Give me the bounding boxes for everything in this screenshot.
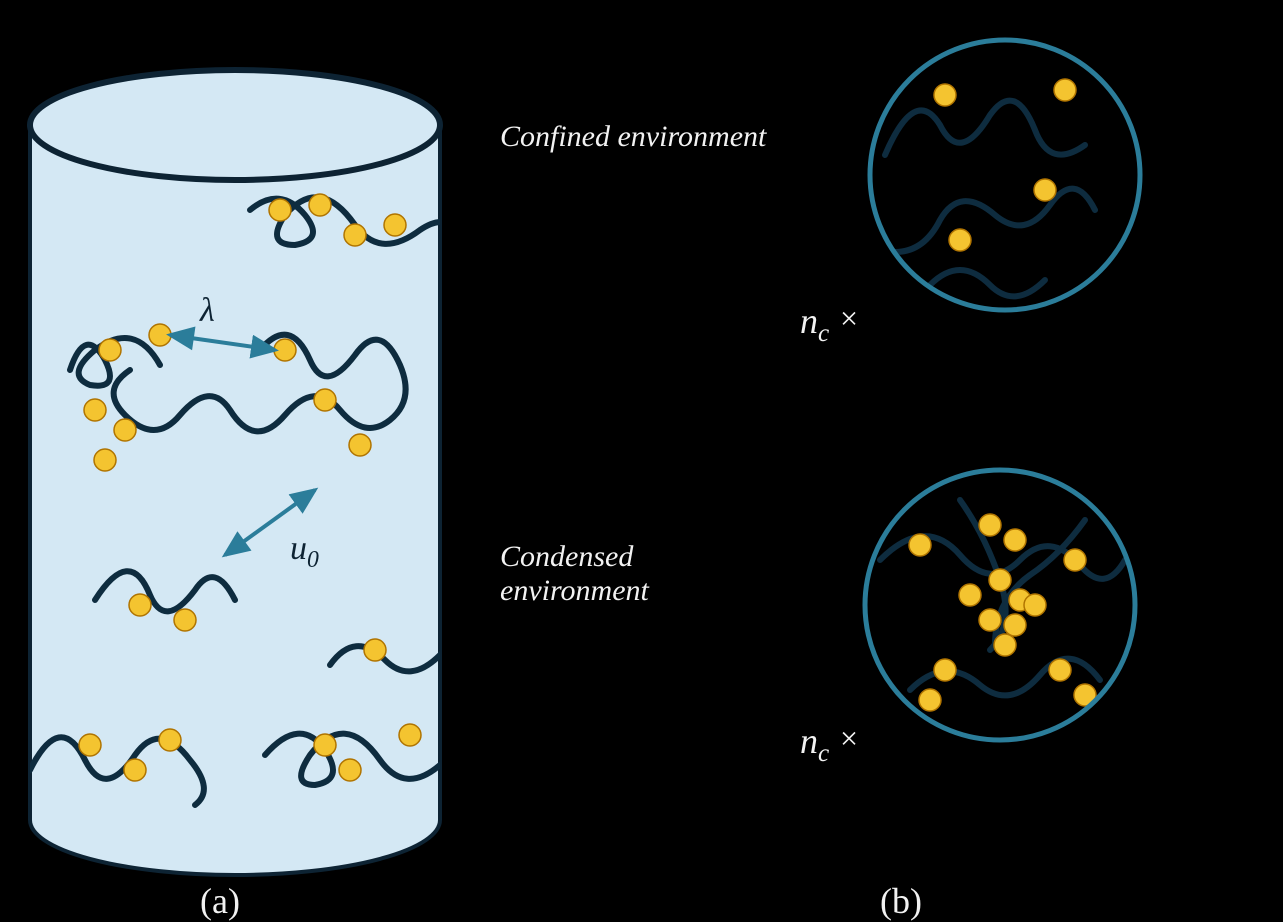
u0-label: u0 xyxy=(290,530,319,574)
nc-condensed-label: nc xyxy=(800,720,829,768)
sticker-dot xyxy=(1024,594,1046,616)
sticker-dot xyxy=(1004,614,1026,636)
panel-a-label: (a) xyxy=(200,880,240,922)
sticker-dot xyxy=(934,84,956,106)
sticker-dot xyxy=(94,449,116,471)
sticker-dot xyxy=(959,584,981,606)
sticker-dot xyxy=(384,214,406,236)
sticker-dot xyxy=(339,759,361,781)
sticker-dot xyxy=(979,514,1001,536)
sticker-dot xyxy=(934,659,956,681)
lambda-label: λ xyxy=(200,292,215,330)
sticker-dot xyxy=(309,194,331,216)
sticker-dot xyxy=(99,339,121,361)
polymer-chain xyxy=(885,101,1085,155)
sticker-dot xyxy=(129,594,151,616)
sticker-dot xyxy=(909,534,931,556)
sticker-dot xyxy=(274,339,296,361)
sticker-dot xyxy=(314,389,336,411)
panel-b-label: (b) xyxy=(880,880,922,922)
sticker-dot xyxy=(1054,79,1076,101)
sticker-dot xyxy=(114,419,136,441)
sticker-dot xyxy=(349,434,371,456)
sticker-dot xyxy=(124,759,146,781)
sticker-dot xyxy=(84,399,106,421)
condensed-contents xyxy=(880,500,1125,711)
sticker-dot xyxy=(979,609,1001,631)
condensed-circle xyxy=(865,470,1135,740)
sticker-dot xyxy=(994,634,1016,656)
condensed-env-label: Condensed environment xyxy=(500,540,649,608)
sticker-dot xyxy=(989,569,1011,591)
sticker-dot xyxy=(344,224,366,246)
polymer-chain xyxy=(880,189,1095,252)
cylinder-top xyxy=(30,70,440,180)
sticker-dot xyxy=(1064,549,1086,571)
sticker-dot xyxy=(1034,179,1056,201)
times-condensed: × xyxy=(840,720,858,757)
confined-circle xyxy=(870,40,1140,310)
nc-confined-label: nc xyxy=(800,300,829,348)
sticker-dot xyxy=(269,199,291,221)
sticker-dot xyxy=(1049,659,1071,681)
sticker-dot xyxy=(949,229,971,251)
confined-env-label: Confined environment xyxy=(500,120,766,154)
sticker-dot xyxy=(159,729,181,751)
sticker-dot xyxy=(1004,529,1026,551)
sticker-dot xyxy=(399,724,421,746)
sticker-dot xyxy=(314,734,336,756)
sticker-dot xyxy=(919,689,941,711)
confined-contents xyxy=(880,79,1095,296)
polymer-chain xyxy=(930,270,1045,296)
times-confined: × xyxy=(840,300,858,337)
sticker-dot xyxy=(79,734,101,756)
sticker-dot xyxy=(364,639,386,661)
sticker-dot xyxy=(174,609,196,631)
sticker-dot xyxy=(149,324,171,346)
